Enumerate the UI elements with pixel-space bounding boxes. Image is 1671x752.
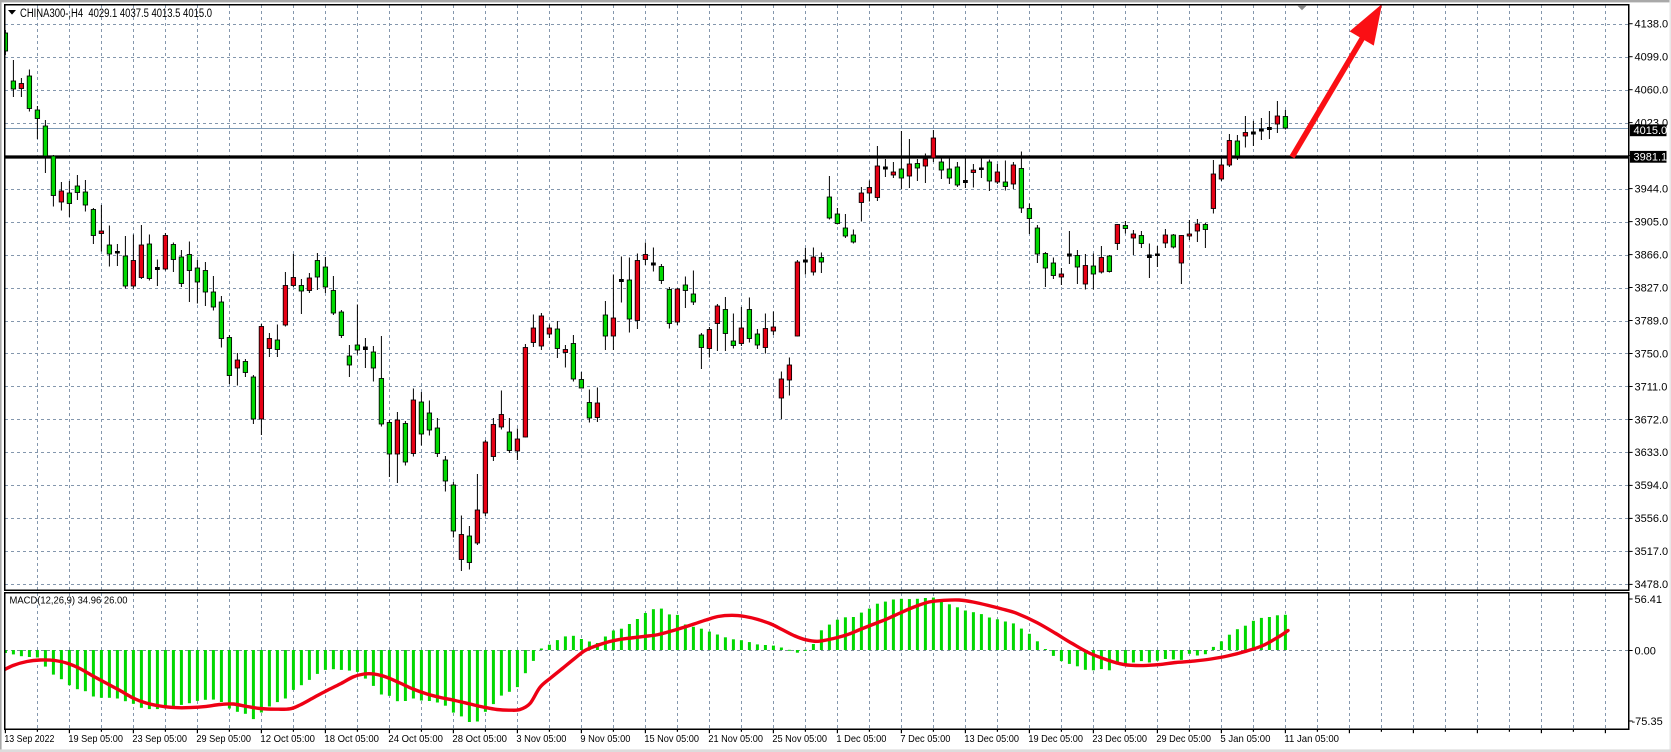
svg-text:24 Oct 05:00: 24 Oct 05:00 <box>388 734 443 745</box>
svg-text:21 Nov 05:00: 21 Nov 05:00 <box>708 734 763 745</box>
svg-text:3556.0: 3556.0 <box>1635 513 1669 525</box>
svg-text:23 Dec 05:00: 23 Dec 05:00 <box>1092 734 1147 745</box>
svg-text:3594.0: 3594.0 <box>1635 480 1669 492</box>
svg-text:12 Oct 05:00: 12 Oct 05:00 <box>260 734 315 745</box>
svg-text:4099.0: 4099.0 <box>1635 52 1669 64</box>
svg-text:3750.0: 3750.0 <box>1635 348 1669 360</box>
svg-text:13 Sep 2022: 13 Sep 2022 <box>4 734 54 745</box>
svg-text:18 Oct 05:00: 18 Oct 05:00 <box>324 734 379 745</box>
svg-text:19 Sep 05:00: 19 Sep 05:00 <box>68 734 123 745</box>
svg-text:11 Jan 05:00: 11 Jan 05:00 <box>1284 734 1339 745</box>
svg-text:3517.0: 3517.0 <box>1635 546 1669 558</box>
svg-text:19 Dec 05:00: 19 Dec 05:00 <box>1028 734 1083 745</box>
svg-text:4138.0: 4138.0 <box>1635 19 1669 31</box>
svg-text:29 Dec 05:00: 29 Dec 05:00 <box>1156 734 1211 745</box>
svg-text:3478.0: 3478.0 <box>1635 579 1669 591</box>
svg-text:13 Dec 05:00: 13 Dec 05:00 <box>964 734 1019 745</box>
svg-text:1 Dec 05:00: 1 Dec 05:00 <box>836 734 886 745</box>
svg-text:3905.0: 3905.0 <box>1635 216 1669 228</box>
svg-text:4023.0: 4023.0 <box>1635 117 1669 129</box>
svg-text:4060.0: 4060.0 <box>1635 85 1669 97</box>
svg-text:3866.0: 3866.0 <box>1635 249 1669 261</box>
svg-text:7 Dec 05:00: 7 Dec 05:00 <box>900 734 950 745</box>
svg-text:-75.35: -75.35 <box>1632 716 1663 728</box>
svg-text:4015.0: 4015.0 <box>1634 125 1668 137</box>
svg-text:25 Nov 05:00: 25 Nov 05:00 <box>772 734 827 745</box>
svg-text:5 Jan 05:00: 5 Jan 05:00 <box>1220 734 1270 745</box>
svg-text:56.41: 56.41 <box>1635 594 1663 606</box>
svg-text:3711.0: 3711.0 <box>1635 381 1668 393</box>
svg-text:0.00: 0.00 <box>1635 645 1656 657</box>
svg-text:29 Sep 05:00: 29 Sep 05:00 <box>196 734 251 745</box>
svg-text:CHINA300-,H4 4029.1 4037.5 40: CHINA300-,H4 4029.1 4037.5 4013.5 4015.0 <box>20 6 212 20</box>
svg-text:9 Nov 05:00: 9 Nov 05:00 <box>580 734 630 745</box>
svg-text:23 Sep 05:00: 23 Sep 05:00 <box>132 734 187 745</box>
svg-text:3672.0: 3672.0 <box>1635 414 1669 426</box>
svg-text:3789.0: 3789.0 <box>1635 315 1669 327</box>
svg-text:15 Nov 05:00: 15 Nov 05:00 <box>644 734 699 745</box>
svg-text:3827.0: 3827.0 <box>1635 282 1669 294</box>
svg-text:28 Oct 05:00: 28 Oct 05:00 <box>452 734 507 745</box>
svg-text:3633.0: 3633.0 <box>1635 447 1669 459</box>
svg-text:3944.0: 3944.0 <box>1635 183 1669 195</box>
svg-text:MACD(12,26,9) 34.96 26.00: MACD(12,26,9) 34.96 26.00 <box>10 596 128 607</box>
svg-text:3 Nov 05:00: 3 Nov 05:00 <box>516 734 566 745</box>
svg-text:3981.1: 3981.1 <box>1634 152 1668 164</box>
